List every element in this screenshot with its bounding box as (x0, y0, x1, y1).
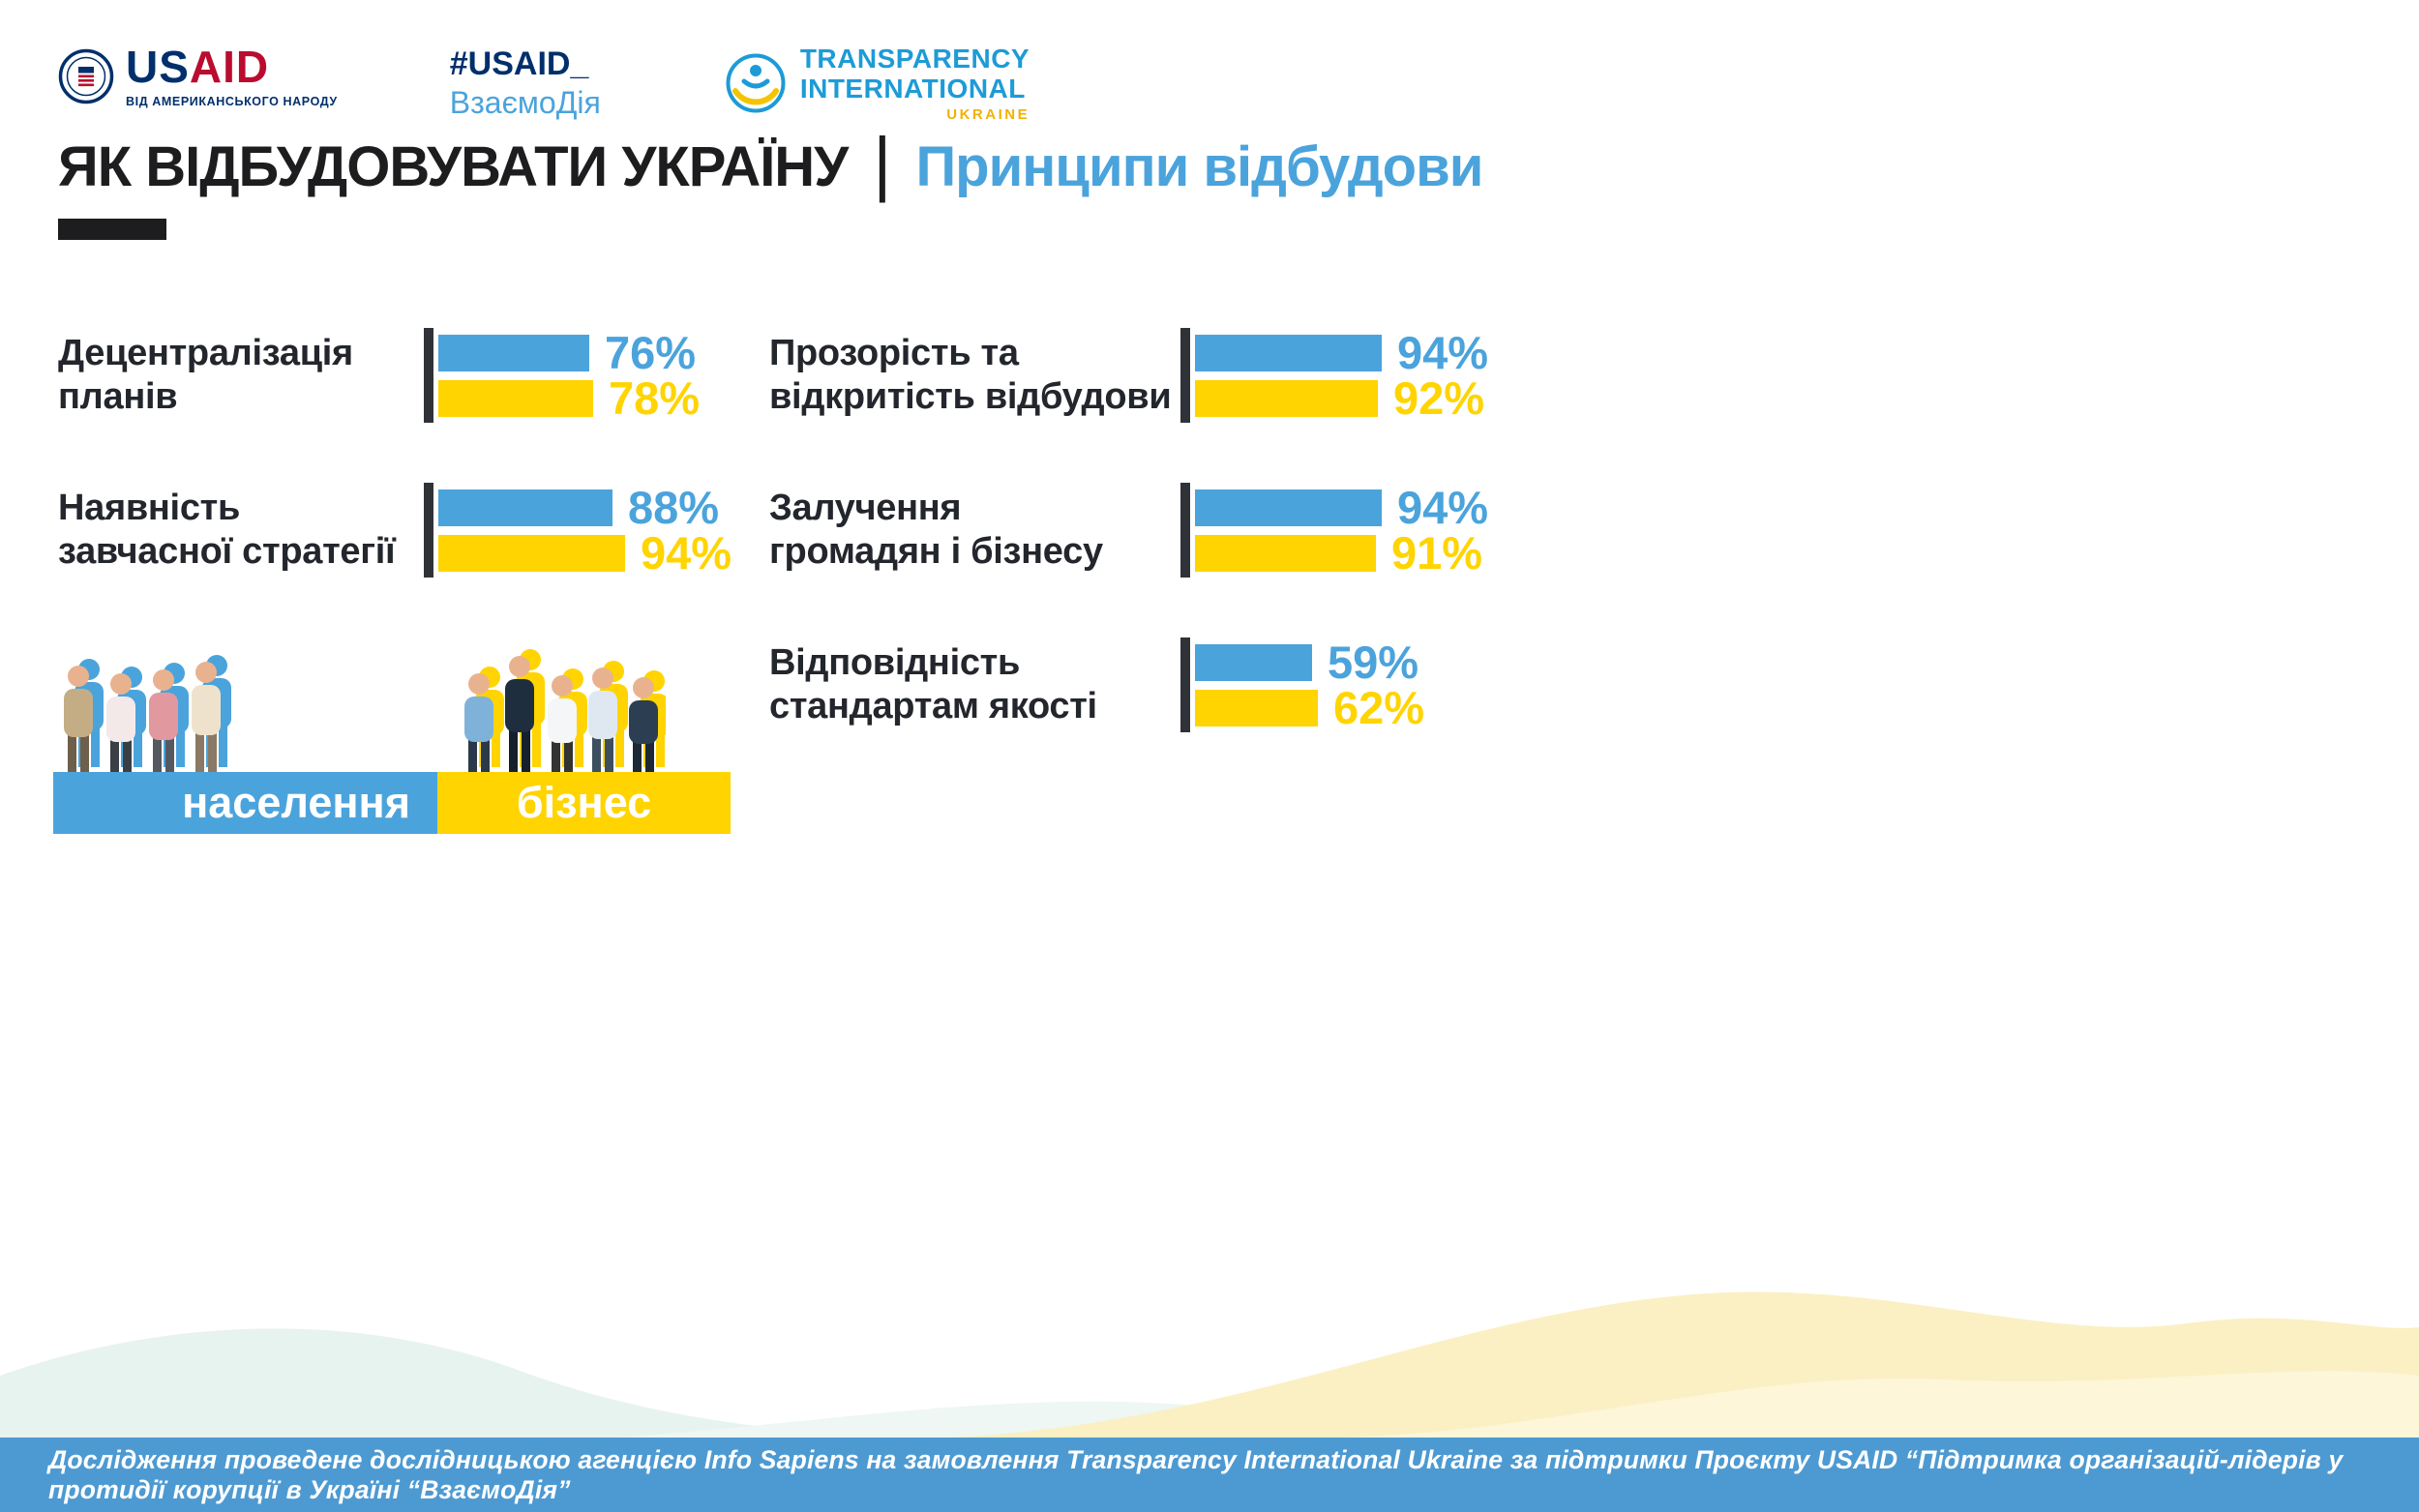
usaid-hashtag-logo: #USAID_ ВзаємоДія (449, 45, 601, 121)
chart-item-label: Залучення громадян і бізнесу (769, 488, 1103, 572)
ti-text-block: TRANSPARENCY INTERNATIONAL UKRAINE (799, 44, 1030, 123)
business-bar (1195, 379, 1378, 417)
population-bar (438, 489, 612, 526)
title-subtitle: Принципи відбудови (915, 135, 1483, 198)
chart-column-right: Прозорість та відкритість відбудови 94% 92%… (769, 325, 1488, 789)
chart-item-bars: 88% 94% (424, 483, 732, 578)
population-bar (438, 334, 589, 371)
chart-column-left: Децентралізація планів 76% 78% Наявність завч… (58, 325, 732, 635)
legend-population-label: населення (182, 778, 410, 827)
chart-item-label: Відповідність стандартам якості (769, 642, 1097, 726)
chart-item-label: Прозорість та відкритість відбудови (769, 333, 1172, 417)
population-bar-row: 76% (438, 330, 700, 375)
transparency-international-logo: TRANSPARENCY INTERNATIONAL UKRAINE (725, 44, 1030, 123)
axis-line (424, 328, 433, 423)
logo-bar: USAID ВІД АМЕРИКАНСЬКОГО НАРОДУ #USAID_ … (58, 44, 1030, 123)
business-value: 78% (609, 372, 701, 424)
ti-emblem-icon (726, 53, 786, 113)
population-bar (1195, 489, 1382, 526)
business-value: 94% (641, 527, 732, 578)
population-value: 59% (1328, 637, 1419, 688)
ti-ukraine-label: UKRAINE (946, 105, 1030, 123)
business-value: 91% (1391, 527, 1483, 578)
usaid-tagline: ВІД АМЕРИКАНСЬКОГО НАРОДУ (126, 95, 338, 108)
chart-item-label: Децентралізація планів (58, 333, 353, 417)
axis-line (1180, 483, 1190, 578)
decorative-landscape (0, 1291, 2419, 1438)
population-people-photo (64, 655, 231, 774)
business-bar (438, 379, 593, 417)
title-underline (58, 219, 166, 240)
usaid-wordmark: USAID (126, 44, 338, 89)
usaid-wordmark-aid: AID (189, 42, 270, 92)
title-main: ЯК ВІДБУДОВУВАТИ УКРАЇНУ (58, 135, 849, 198)
chart-item-bars: 59% 62% (1180, 637, 1424, 732)
usaid-wordmark-block: USAID ВІД АМЕРИКАНСЬКОГО НАРОДУ (126, 44, 338, 108)
axis-line (1180, 637, 1190, 732)
business-bar (1195, 689, 1318, 726)
chart-item: Прозорість та відкритість відбудови 94% 92% (769, 325, 1488, 426)
business-bar-row: 62% (1195, 685, 1424, 730)
business-bar (1195, 534, 1376, 572)
population-bar (1195, 334, 1382, 371)
chart-item-label: Наявність завчасної стратегії (58, 488, 396, 572)
business-bar-row: 92% (1195, 375, 1488, 421)
population-bar (1195, 643, 1312, 681)
population-value: 88% (628, 482, 720, 533)
ti-line2: INTERNATIONAL (799, 73, 1026, 104)
legend-business-label: бізнес (516, 778, 652, 827)
population-bar-row: 94% (1195, 485, 1488, 530)
chart-item-bars: 94% 92% (1180, 328, 1488, 423)
footer: Дослідження проведене дослідницькою аген… (0, 1438, 2419, 1512)
population-value: 94% (1397, 482, 1489, 533)
population-value: 76% (605, 327, 697, 378)
legend-business-bar: бізнес (437, 772, 731, 834)
business-bar (438, 534, 625, 572)
usaid-logo: USAID ВІД АМЕРИКАНСЬКОГО НАРОДУ (58, 44, 338, 108)
business-bar-row: 94% (438, 530, 732, 576)
title-divider: | (873, 123, 891, 203)
chart-item-bars: 76% 78% (424, 328, 700, 423)
legend-population-bar: населення (53, 772, 437, 834)
population-bar-row: 59% (1195, 639, 1424, 685)
business-value: 62% (1333, 682, 1425, 733)
population-bar-row: 94% (1195, 330, 1488, 375)
ti-line1: TRANSPARENCY (799, 44, 1030, 74)
business-value: 92% (1393, 372, 1485, 424)
usaid-seal-icon (58, 48, 114, 104)
chart-item-bars: 94% 91% (1180, 483, 1488, 578)
population-bar-row: 88% (438, 485, 732, 530)
axis-line (424, 483, 433, 578)
usaid-wordmark-us: US (126, 42, 190, 92)
usaid-hashtag-line1: #USAID_ (449, 45, 589, 82)
chart-item: Залучення громадян і бізнесу 94% 91% (769, 480, 1488, 580)
chart-item: Наявність завчасної стратегії 88% 94% (58, 480, 732, 580)
chart-item: Відповідність стандартам якості 59% 62% (769, 635, 1488, 735)
axis-line (1180, 328, 1190, 423)
page-title: ЯК ВІДБУДОВУВАТИ УКРАЇНУ | Принципи відб… (58, 123, 1483, 208)
population-value: 94% (1397, 327, 1489, 378)
business-bar-row: 78% (438, 375, 700, 421)
business-bar-row: 91% (1195, 530, 1488, 576)
footer-text: Дослідження проведене дослідницькою аген… (48, 1444, 2344, 1504)
chart-item: Децентралізація планів 76% 78% (58, 325, 732, 426)
usaid-hashtag-line2: ВзаємоДія (449, 85, 601, 121)
business-people-photo (464, 649, 666, 774)
